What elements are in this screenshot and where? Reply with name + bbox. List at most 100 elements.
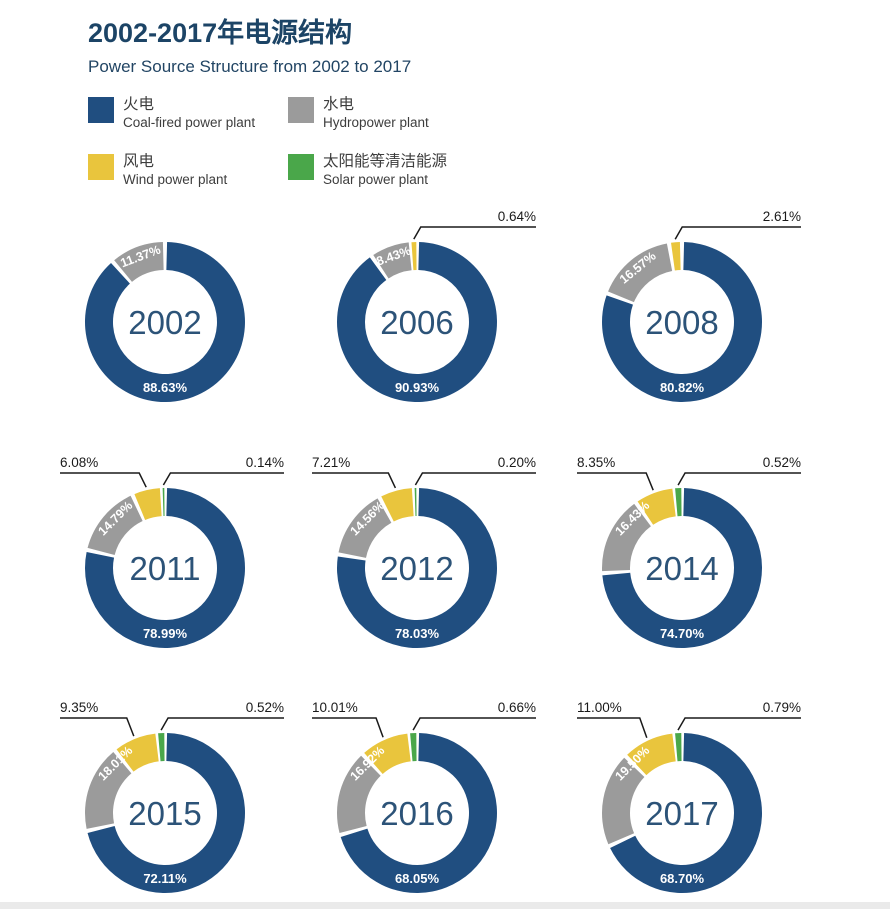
- coal-value-label: 74.70%: [660, 626, 705, 641]
- wind-callout-label: 10.01%: [312, 700, 358, 715]
- segment-wind: [671, 242, 681, 271]
- legend-label-hydro: 水电 Hydropower plant: [323, 95, 429, 132]
- segment-coal: [610, 733, 763, 894]
- segment-coal: [84, 488, 245, 649]
- page-subtitle: Power Source Structure from 2002 to 2017: [88, 57, 412, 76]
- callout-line: [414, 472, 536, 486]
- segment-wind: [411, 242, 417, 271]
- small-segment-callout-label: 0.20%: [498, 455, 536, 470]
- segment-hydro: [601, 757, 645, 845]
- segment-solar: [410, 733, 417, 762]
- wind-callout-label: 6.08%: [60, 455, 98, 470]
- segment-solar: [162, 488, 165, 517]
- wind-callout-line: [577, 472, 654, 491]
- callout-line: [674, 226, 801, 240]
- callout-line: [677, 717, 801, 731]
- coal-value-label: 72.11%: [143, 871, 187, 886]
- segment-hydro: [608, 243, 673, 303]
- segment-wind: [116, 733, 159, 772]
- wind-callout-label: 8.35%: [577, 455, 615, 470]
- legend-label-zh: 火电: [123, 96, 155, 113]
- small-segment-callout-label: 0.79%: [763, 700, 801, 715]
- legend-label-zh: 风电: [123, 153, 155, 170]
- wind-callout-line: [312, 717, 384, 738]
- segment-wind: [627, 733, 676, 776]
- legend-item-hydro: 水电 Hydropower plant: [288, 95, 429, 132]
- bottom-page-edge: [0, 902, 890, 909]
- segment-coal: [602, 242, 763, 403]
- coal-value-label: 80.82%: [660, 380, 705, 395]
- wind-callout-line: [60, 472, 147, 488]
- legend-label-zh: 水电: [323, 96, 355, 113]
- legend-label-zh: 太阳能等清洁能源: [323, 153, 448, 170]
- legend-label-en: Solar power plant: [323, 172, 429, 187]
- segment-hydro: [114, 242, 164, 282]
- year-label: 2006: [380, 304, 453, 341]
- segment-coal: [336, 242, 497, 403]
- wind-callout-line: [577, 717, 648, 739]
- segment-coal: [84, 242, 245, 403]
- year-label: 2011: [130, 550, 201, 587]
- legend-label-en: Coal-fired power plant: [123, 115, 256, 130]
- segment-wind: [637, 488, 676, 525]
- coal-value-label: 68.70%: [660, 871, 705, 886]
- segment-coal: [340, 733, 497, 894]
- segment-wind: [381, 488, 414, 522]
- segment-coal: [87, 733, 246, 894]
- segment-solar: [675, 733, 682, 762]
- segment-solar: [675, 488, 682, 517]
- legend-swatch-wind-icon: [88, 154, 114, 180]
- segment-hydro: [336, 755, 381, 833]
- segment-wind: [364, 733, 411, 774]
- legend-swatch-hydro-icon: [288, 97, 314, 123]
- legend-label-en: Wind power plant: [123, 172, 228, 187]
- segment-wind: [134, 488, 162, 520]
- callout-line: [160, 717, 284, 731]
- segment-hydro: [601, 503, 651, 572]
- legend-label-solar: 太阳能等清洁能源 Solar power plant: [323, 152, 447, 189]
- legend-item-solar: 太阳能等清洁能源 Solar power plant: [288, 152, 447, 189]
- coal-value-label: 78.99%: [143, 626, 188, 641]
- segment-hydro: [373, 242, 412, 279]
- segment-solar: [158, 733, 165, 762]
- legend-label-en: Hydropower plant: [323, 115, 429, 130]
- small-segment-callout-label: 0.14%: [246, 455, 284, 470]
- callout-line: [412, 717, 536, 731]
- callout-line: [413, 226, 536, 240]
- callout-line: [162, 472, 284, 486]
- year-label: 2014: [645, 550, 718, 587]
- wind-callout-label: 7.21%: [312, 455, 350, 470]
- small-segment-callout-label: 0.52%: [763, 455, 801, 470]
- year-label: 2016: [380, 795, 453, 832]
- segment-coal: [602, 488, 763, 649]
- small-segment-callout-label: 0.64%: [498, 209, 536, 224]
- coal-value-label: 88.63%: [143, 380, 188, 395]
- year-label: 2002: [128, 304, 201, 341]
- segment-coal: [337, 488, 498, 649]
- segment-hydro: [87, 495, 143, 555]
- page-title: 2002-2017年电源结构: [88, 18, 353, 48]
- legend-item-wind: 风电 Wind power plant: [88, 152, 227, 189]
- small-segment-callout-label: 2.61%: [763, 209, 801, 224]
- segment-solar: [414, 488, 417, 517]
- callout-line: [677, 472, 801, 486]
- year-label: 2015: [128, 795, 201, 832]
- legend-label-coal: 火电 Coal-fired power plant: [123, 95, 255, 132]
- segment-hydro: [338, 498, 392, 558]
- wind-callout-label: 11.00%: [577, 700, 622, 715]
- coal-value-label: 90.93%: [395, 380, 440, 395]
- legend-swatch-solar-icon: [288, 154, 314, 180]
- small-segment-callout-label: 0.66%: [498, 700, 536, 715]
- coal-value-label: 78.03%: [395, 626, 440, 641]
- segment-hydro: [85, 751, 132, 829]
- legend-swatch-coal-icon: [88, 97, 114, 123]
